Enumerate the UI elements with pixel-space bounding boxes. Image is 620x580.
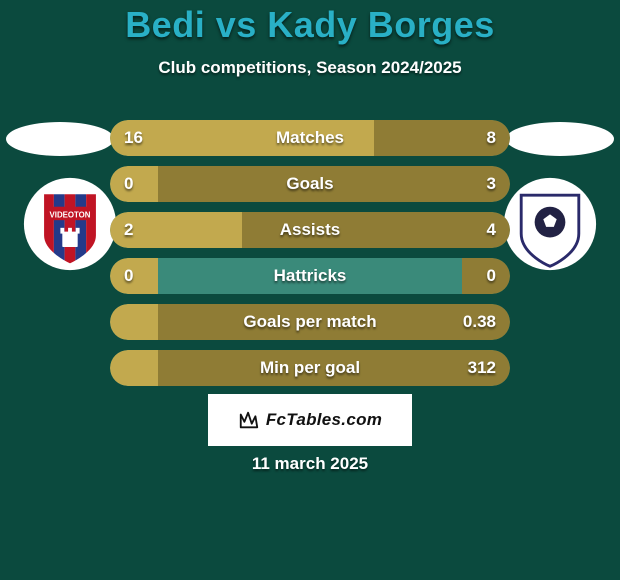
club-crest-right-svg [502, 176, 598, 272]
stats-panel: 16Matches80Goals32Assists40Hattricks0Goa… [110, 120, 510, 386]
stat-row: 16Matches8 [110, 120, 510, 156]
subtitle: Club competitions, Season 2024/2025 [158, 58, 461, 78]
brand-box: FcTables.com [208, 394, 412, 446]
stat-label: Matches [110, 120, 510, 156]
stat-row: Min per goal312 [110, 350, 510, 386]
stat-row: 0Hattricks0 [110, 258, 510, 294]
stat-label: Goals [110, 166, 510, 202]
comparison-infographic: Bedi vs Kady Borges Club competitions, S… [0, 0, 620, 580]
brand-text: FcTables.com [266, 410, 382, 430]
stat-value-right: 3 [487, 166, 496, 202]
stat-label: Min per goal [110, 350, 510, 386]
stat-value-right: 0 [487, 258, 496, 294]
club-crest-left-svg: VIDEOTON [22, 176, 118, 272]
stat-value-right: 4 [487, 212, 496, 248]
date-text: 11 march 2025 [252, 454, 368, 474]
stat-value-right: 8 [487, 120, 496, 156]
stat-value-right: 312 [468, 350, 496, 386]
stat-label: Goals per match [110, 304, 510, 340]
player-slot-right [506, 122, 614, 156]
svg-text:VIDEOTON: VIDEOTON [50, 210, 91, 219]
stat-value-right: 0.38 [463, 304, 496, 340]
stat-row: 0Goals3 [110, 166, 510, 202]
page-title: Bedi vs Kady Borges [125, 4, 495, 46]
stat-row: Goals per match0.38 [110, 304, 510, 340]
stat-label: Assists [110, 212, 510, 248]
player-slot-left [6, 122, 114, 156]
club-crest-right [502, 176, 598, 272]
brand-icon [238, 409, 260, 431]
club-crest-left: VIDEOTON [22, 176, 118, 272]
stat-row: 2Assists4 [110, 212, 510, 248]
stat-label: Hattricks [110, 258, 510, 294]
